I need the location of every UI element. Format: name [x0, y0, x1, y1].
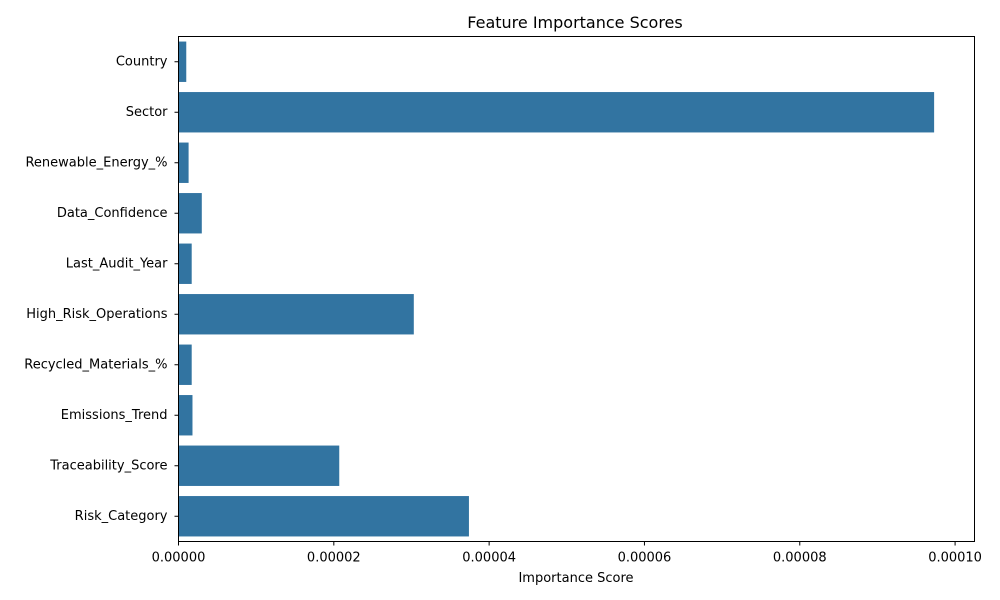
x-axis-ticks: 0.00000 0.00002 0.00004 0.00006 0.00008 0.000…: [152, 541, 982, 566]
bar-emissions-trend: [178, 395, 193, 436]
y-tick-label: Country: [116, 54, 168, 69]
y-tick-label: Data_Confidence: [57, 206, 168, 221]
x-axis-label: Importance Score: [518, 571, 633, 586]
bar-last-audit-year: [178, 243, 192, 284]
y-tick-label: Risk_Category: [75, 509, 168, 524]
plot-frame: [178, 36, 975, 542]
bar-risk-category: [178, 496, 469, 537]
y-tick-label: Renewable_Energy_%: [25, 155, 167, 170]
y-tick-label: Traceability_Score: [49, 458, 167, 473]
y-tick-label: Recycled_Materials_%: [24, 357, 167, 372]
x-tick-label: 0.00002: [307, 551, 361, 566]
x-tick-label: 0.00008: [773, 551, 827, 566]
chart-title: Feature Importance Scores: [467, 13, 682, 32]
x-tick-label: 0.00006: [618, 551, 672, 566]
y-tick-label: Sector: [126, 105, 168, 120]
bar-country: [178, 41, 187, 82]
y-tick-label: Emissions_Trend: [61, 408, 168, 423]
bar-high-risk-operations: [178, 294, 414, 335]
bar-sector: [178, 92, 935, 133]
y-tick-label: Last_Audit_Year: [66, 256, 168, 271]
y-axis-ticks: Country Sector Renewable_Energy_% Data_Conf…: [24, 54, 179, 524]
x-tick-label: 0.00004: [462, 551, 516, 566]
x-tick-label: 0.00000: [152, 551, 206, 566]
bars-group: [178, 41, 935, 537]
bar-traceability-score: [178, 445, 340, 486]
y-tick-label: High_Risk_Operations: [26, 307, 168, 322]
x-tick-label: 0.00010: [928, 551, 982, 566]
bar-renewable-energy-: [178, 142, 189, 183]
bar-recycled-materials-: [178, 344, 192, 385]
bar-data-confidence: [178, 193, 202, 234]
